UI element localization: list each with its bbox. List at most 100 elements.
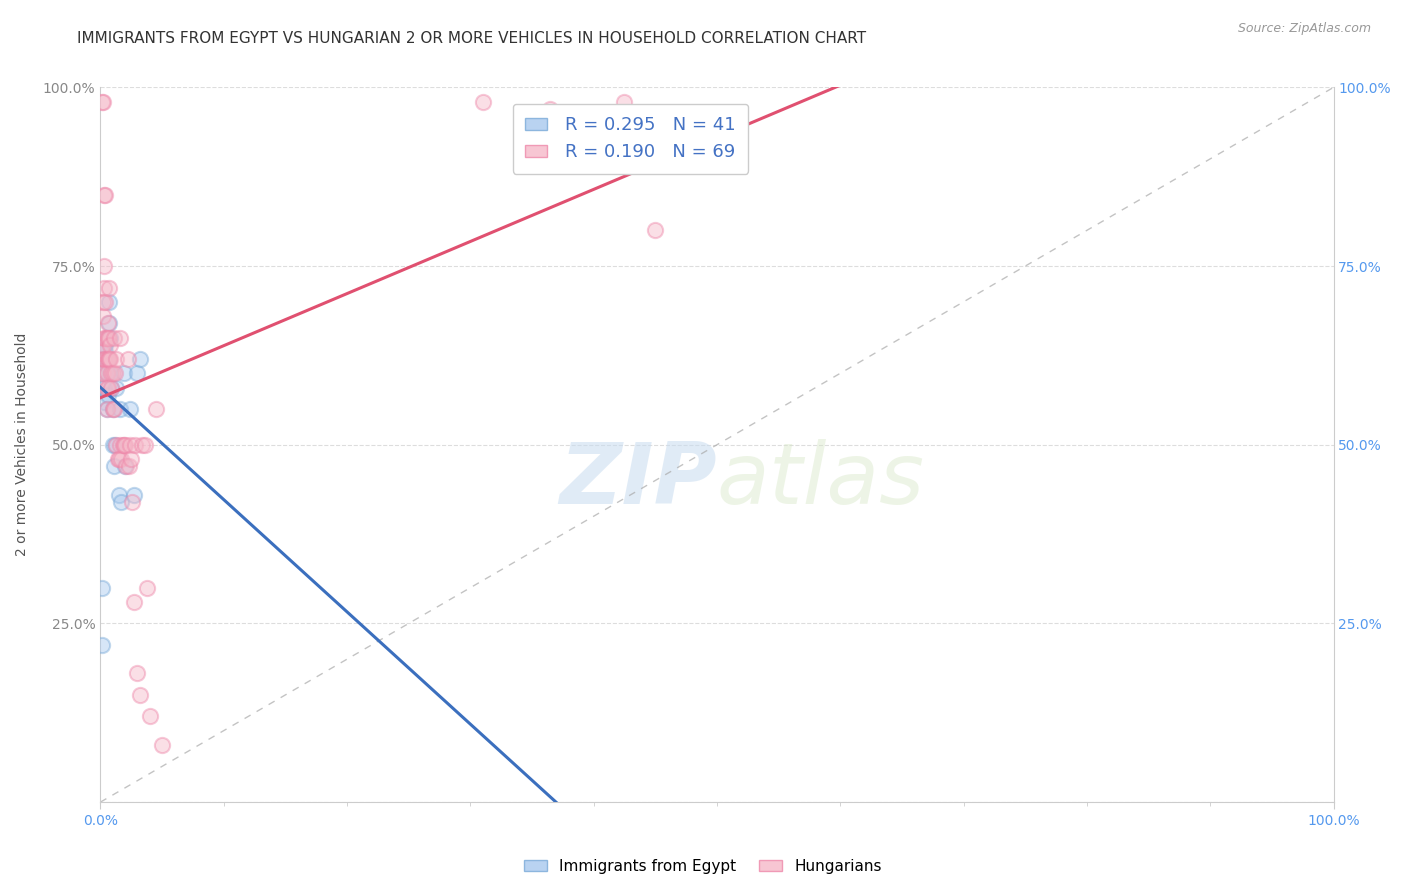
Point: [101, 438, 124, 452]
Point: [145, 402, 167, 417]
Point: [96, 402, 118, 417]
Point: [127, 366, 149, 380]
Point: [97, 381, 120, 395]
Point: [105, 381, 128, 395]
Point: [90, 95, 112, 109]
Point: [127, 666, 149, 681]
Point: [91, 309, 114, 323]
Point: [128, 688, 150, 702]
Point: [122, 595, 145, 609]
Point: [93, 351, 115, 366]
Point: [96, 402, 118, 417]
Point: [98, 351, 121, 366]
Point: [105, 438, 128, 452]
Point: [98, 351, 121, 366]
Point: [117, 351, 139, 366]
Point: [131, 438, 153, 452]
Point: [128, 351, 150, 366]
Legend: Immigrants from Egypt, Hungarians: Immigrants from Egypt, Hungarians: [517, 853, 889, 880]
Point: [96, 351, 118, 366]
Point: [103, 402, 125, 417]
Point: [91, 95, 114, 109]
Point: [91, 366, 114, 380]
Point: [104, 366, 127, 380]
Point: [97, 351, 120, 366]
Point: [136, 581, 159, 595]
Point: [98, 366, 121, 380]
Point: [120, 452, 142, 467]
Point: [90, 638, 112, 652]
Point: [96, 330, 118, 344]
Point: [91, 294, 114, 309]
Point: [93, 351, 115, 366]
Point: [100, 381, 122, 395]
Point: [90, 366, 112, 380]
Point: [94, 344, 117, 359]
Point: [93, 330, 115, 344]
Point: [90, 581, 112, 595]
Point: [98, 330, 121, 344]
Point: [94, 366, 117, 380]
Text: IMMIGRANTS FROM EGYPT VS HUNGARIAN 2 OR MORE VEHICLES IN HOUSEHOLD CORRELATION C: IMMIGRANTS FROM EGYPT VS HUNGARIAN 2 OR …: [77, 31, 866, 46]
Point: [96, 330, 118, 344]
Point: [110, 452, 132, 467]
Point: [105, 351, 128, 366]
Point: [124, 438, 146, 452]
Point: [118, 438, 141, 452]
Point: [94, 351, 117, 366]
Point: [107, 452, 129, 467]
Text: Source: ZipAtlas.com: Source: ZipAtlas.com: [1237, 22, 1371, 36]
Point: [96, 381, 118, 395]
Point: [122, 488, 145, 502]
Point: [93, 187, 115, 202]
Y-axis label: 2 or more Vehicles in Household: 2 or more Vehicles in Household: [15, 333, 30, 557]
Point: [101, 402, 124, 417]
Point: [613, 95, 636, 109]
Point: [108, 452, 131, 467]
Point: [108, 488, 131, 502]
Point: [118, 459, 141, 474]
Point: [91, 366, 114, 380]
Point: [112, 438, 135, 452]
Point: [97, 330, 120, 344]
Point: [97, 330, 120, 344]
Point: [98, 351, 121, 366]
Point: [94, 294, 117, 309]
Point: [111, 438, 134, 452]
Point: [94, 187, 117, 202]
Point: [94, 351, 117, 366]
Point: [104, 438, 127, 452]
Point: [100, 366, 122, 380]
Point: [91, 351, 114, 366]
Point: [108, 438, 131, 452]
Point: [118, 402, 141, 417]
Text: ZIP: ZIP: [560, 439, 717, 522]
Point: [471, 95, 494, 109]
Point: [93, 259, 115, 273]
Point: [121, 495, 143, 509]
Point: [101, 366, 124, 380]
Point: [103, 330, 125, 344]
Point: [96, 366, 118, 380]
Point: [98, 330, 121, 344]
Point: [138, 709, 160, 723]
Point: [540, 102, 562, 116]
Point: [97, 316, 120, 330]
Point: [108, 330, 131, 344]
Point: [110, 495, 132, 509]
Point: [98, 280, 121, 294]
Point: [94, 337, 117, 351]
Point: [98, 316, 121, 330]
Point: [103, 459, 125, 474]
Point: [93, 381, 115, 395]
Text: atlas: atlas: [717, 439, 925, 522]
Point: [94, 330, 117, 344]
Point: [91, 337, 114, 351]
Point: [114, 459, 136, 474]
Point: [134, 438, 156, 452]
Point: [101, 402, 124, 417]
Point: [91, 337, 114, 351]
Point: [93, 280, 115, 294]
Point: [90, 344, 112, 359]
Point: [115, 459, 138, 474]
